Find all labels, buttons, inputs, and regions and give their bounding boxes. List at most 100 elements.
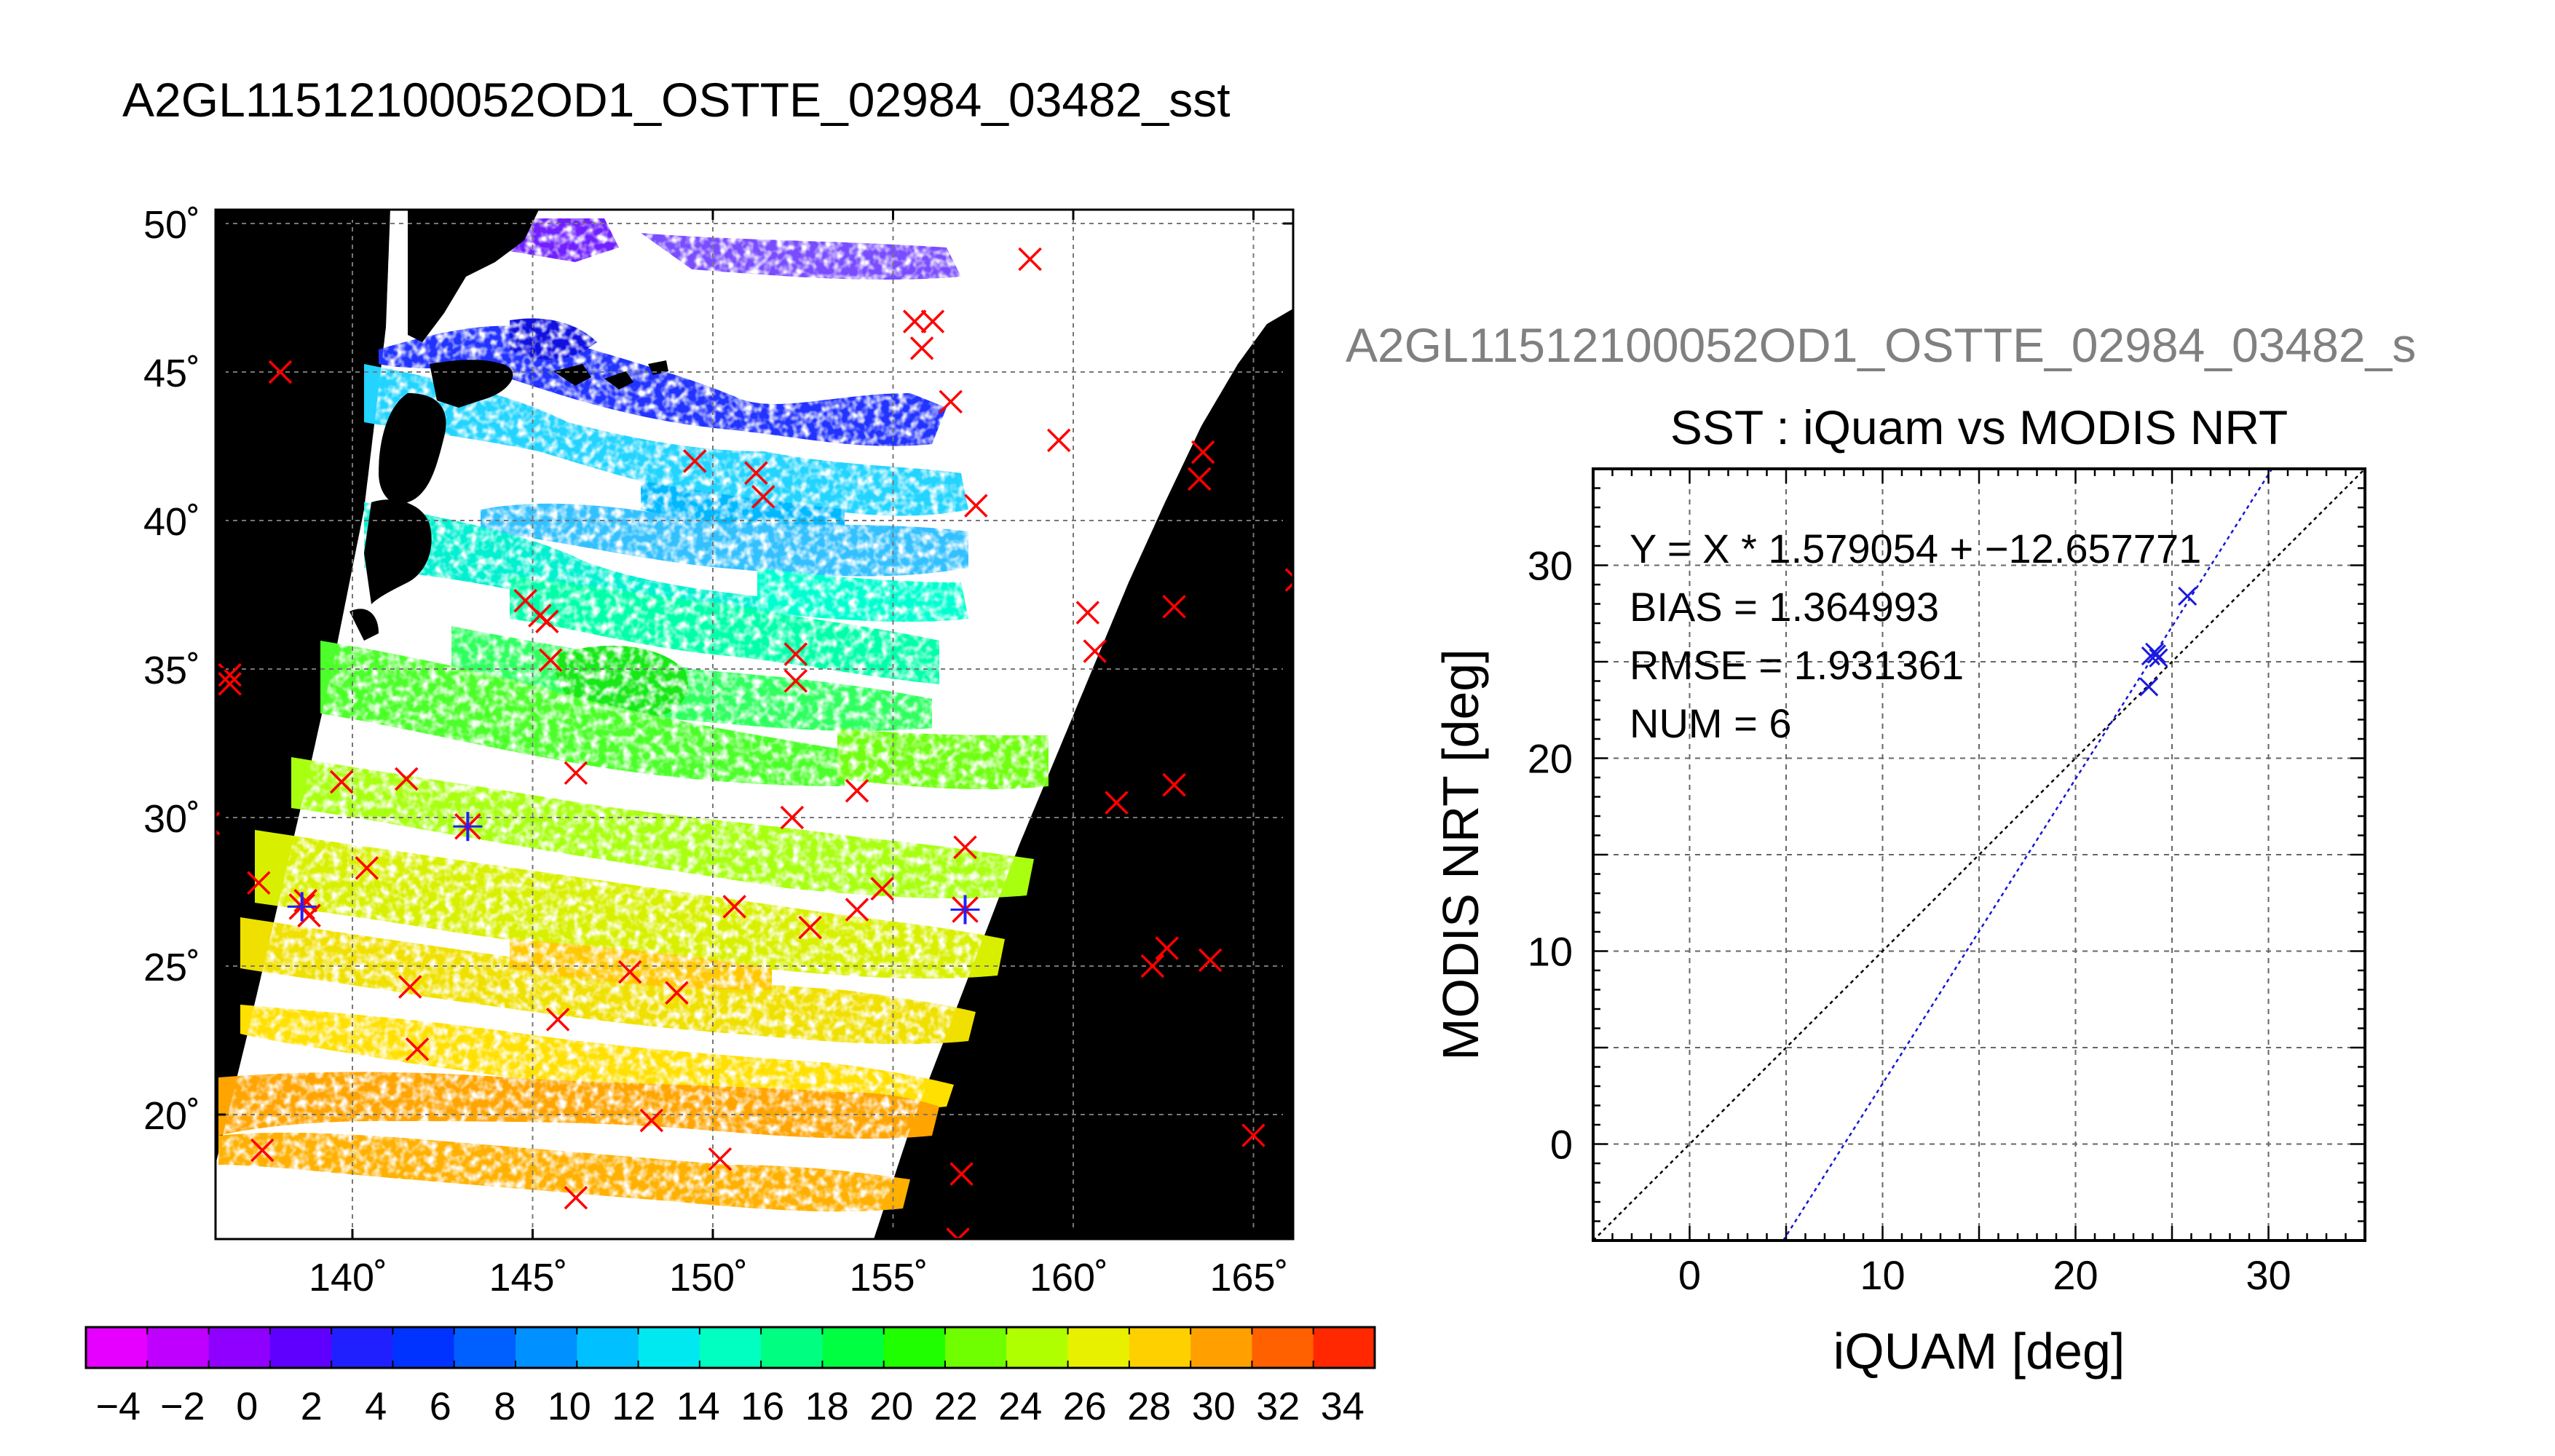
stats-line: NUM = 6 [1630, 700, 1792, 746]
colorbar-segment [86, 1327, 148, 1368]
colorbar-label: 20 [869, 1385, 913, 1428]
colorbar-segment [761, 1327, 823, 1368]
colorbar-label: 14 [676, 1385, 720, 1428]
lon-label: 140˚ [309, 1256, 387, 1299]
colorbar-segment [822, 1327, 885, 1368]
iquam-point [902, 309, 927, 333]
colorbar-label: 26 [1063, 1385, 1107, 1428]
iquam-point [1162, 772, 1186, 797]
colorbar-label: 8 [494, 1385, 516, 1428]
colorbar-label: 18 [805, 1385, 849, 1428]
iquam-point [964, 494, 988, 518]
scatter-title: SST : iQuam vs MODIS NRT [1670, 400, 2288, 454]
scatter-suptitle: A2GL11512100052OD1_OSTTE_02984_03482_s [1346, 318, 2416, 372]
iquam-point [218, 672, 242, 696]
stats-line: Y = X * 1.579054 + −12.657771 [1630, 526, 2201, 571]
iquam-point [1284, 568, 1293, 579]
land-mass-6 [604, 371, 633, 389]
iquam-point [1018, 247, 1042, 272]
colorbar-segment [1313, 1327, 1375, 1368]
iquam-point [949, 1162, 974, 1186]
iquam-point [1140, 954, 1165, 978]
lat-label: 40˚ [143, 500, 200, 544]
lat-label: 20˚ [143, 1094, 200, 1138]
x-axis-label: iQUAM [deg] [1833, 1323, 2125, 1380]
map-grid [216, 210, 1293, 1239]
sst-map [216, 210, 1293, 1239]
iquam-point [545, 1008, 570, 1032]
iquam-point [665, 981, 689, 1005]
swath-group [216, 210, 1293, 1239]
colorbar-label: 30 [1192, 1385, 1236, 1428]
iquam-point [513, 588, 537, 613]
iquam-point [683, 449, 707, 473]
iquam-point [920, 309, 945, 333]
colorbar-label: 2 [301, 1385, 323, 1428]
lon-labels: 140˚ 145˚ 150˚ 155˚ 160˚ 165˚ [309, 1256, 1289, 1299]
colorbar-label: −4 [95, 1385, 141, 1428]
colorbar-segment [269, 1327, 332, 1368]
iquam-point [845, 779, 869, 803]
iquam-point [639, 1108, 664, 1133]
lon-label: 150˚ [669, 1256, 748, 1299]
x-tick-label: 0 [1678, 1252, 1701, 1298]
iquam-point [798, 915, 822, 940]
x-tick-label: 10 [1860, 1252, 1905, 1298]
iquam-point [355, 856, 379, 880]
y-tick-label: 0 [1550, 1122, 1573, 1168]
iquam-point [329, 769, 354, 794]
lon-label: 165˚ [1209, 1256, 1288, 1299]
colorbar-label: 34 [1321, 1385, 1365, 1428]
scatter-ticks [1592, 467, 2366, 1242]
iquam-point [1190, 440, 1215, 464]
iquam-point [956, 1227, 970, 1239]
colorbar-label: 0 [236, 1385, 258, 1428]
colorbar-segment [699, 1327, 762, 1368]
land-mass-0 [408, 210, 539, 342]
colorbar-label: 10 [548, 1385, 591, 1428]
iquam-point [1188, 467, 1212, 491]
iquam-point [247, 871, 271, 895]
lat-label: 45˚ [143, 352, 200, 395]
iquam-point [1162, 595, 1186, 619]
colorbar-segment [1067, 1327, 1130, 1368]
scatter-stats: Y = X * 1.579054 + −12.657771 BIAS = 1.36… [1630, 526, 2201, 746]
map-ticks [216, 210, 1293, 1239]
iquam-point [535, 609, 559, 633]
iquam-point [398, 975, 422, 999]
colorbar-segment [147, 1327, 210, 1368]
colorbar-segment [638, 1327, 700, 1368]
iquam-point [939, 389, 963, 414]
scatter-point [2149, 648, 2168, 668]
stats-line: RMSE = 1.931361 [1630, 642, 1964, 688]
lat-label: 35˚ [143, 649, 200, 692]
lon-label: 145˚ [489, 1256, 567, 1299]
colorbar-segment [392, 1327, 455, 1368]
colorbar-label: 16 [741, 1385, 784, 1428]
iquam-point [1083, 639, 1107, 663]
iquam-point [250, 1138, 275, 1163]
iquam-point [1284, 582, 1293, 592]
land-mass-5 [553, 364, 591, 386]
colorbar-segment [1006, 1327, 1069, 1368]
scatter-plot: 0 10 20 30 0 10 20 30 Y = X * 1.579054 + −12.65… [1528, 467, 2366, 1298]
iquam-point [722, 895, 746, 919]
iquam-point [1155, 936, 1179, 960]
land-mass-1 [430, 360, 513, 408]
iquam-point [783, 642, 808, 666]
lat-label: 30˚ [143, 797, 200, 841]
colorbar-segment [331, 1327, 393, 1368]
stats-line: BIAS = 1.364993 [1630, 584, 1939, 630]
iquam-point [564, 761, 588, 786]
iquam-point [780, 805, 805, 830]
colorbar-segment [1190, 1327, 1252, 1368]
iquam-point [751, 485, 775, 509]
colorbar-label: 24 [998, 1385, 1042, 1428]
iquam-point [268, 360, 293, 384]
x-tick-label: 20 [2053, 1252, 2098, 1298]
iquam-point [953, 835, 977, 860]
scatter-points [2139, 586, 2197, 697]
land-mass-4 [350, 609, 379, 641]
colorbar-label: 22 [934, 1385, 978, 1428]
